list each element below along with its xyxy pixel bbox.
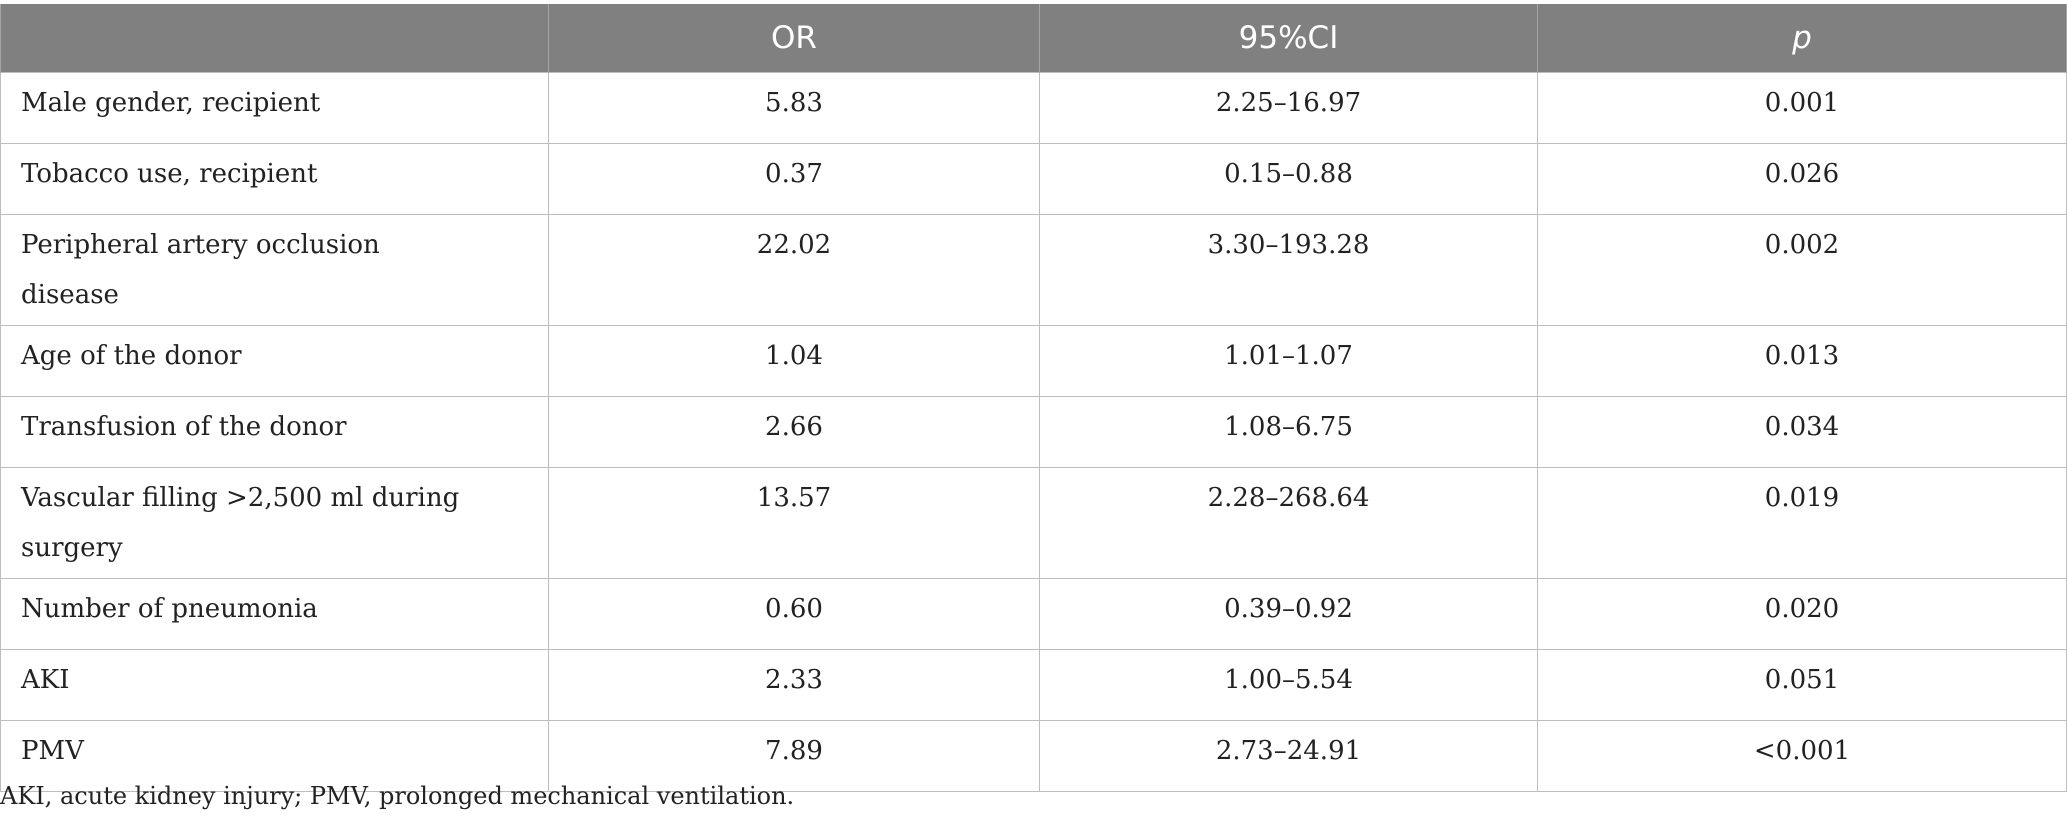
table-body: Male gender, recipient 5.83 2.25–16.97 0… [0, 72, 2067, 792]
cell-ci: 1.01–1.07 [1039, 325, 1538, 397]
table-row: Age of the donor 1.04 1.01–1.07 0.013 [0, 325, 2067, 397]
cell-ci: 2.25–16.97 [1039, 72, 1538, 144]
cell-p: 0.001 [1537, 72, 2067, 144]
table-row: AKI 2.33 1.00–5.54 0.051 [0, 649, 2067, 721]
table-header: OR 95%CI p [0, 4, 2067, 73]
cell-ci: 3.30–193.28 [1039, 214, 1538, 326]
cell-ci: 2.73–24.91 [1039, 720, 1538, 792]
results-table-container: OR 95%CI p Male gender, recipient 5.83 2… [0, 4, 2067, 792]
header-p: p [1537, 4, 2067, 73]
row-label-line: disease [21, 280, 119, 310]
row-label: Tobacco use, recipient [0, 143, 549, 215]
header-ci: 95%CI [1039, 4, 1538, 73]
table-footnote: AKI, acute kidney injury; PMV, prolonged… [0, 782, 795, 810]
row-label: PMV [0, 720, 549, 792]
row-label: Age of the donor [0, 325, 549, 397]
table-row: Tobacco use, recipient 0.37 0.15–0.88 0.… [0, 143, 2067, 215]
cell-or: 13.57 [548, 467, 1040, 579]
cell-p: <0.001 [1537, 720, 2067, 792]
cell-or: 0.60 [548, 578, 1040, 650]
table-row: PMV 7.89 2.73–24.91 <0.001 [0, 720, 2067, 792]
row-label: Vascular filling >2,500 ml during surgery [0, 467, 549, 579]
row-label: Male gender, recipient [0, 72, 549, 144]
cell-p: 0.002 [1537, 214, 2067, 326]
row-label-line: Peripheral artery occlusion [21, 230, 380, 260]
row-label: AKI [0, 649, 549, 721]
cell-or: 1.04 [548, 325, 1040, 397]
table-row: Transfusion of the donor 2.66 1.08–6.75 … [0, 396, 2067, 468]
cell-or: 0.37 [548, 143, 1040, 215]
table-row: Peripheral artery occlusion disease 22.02… [0, 214, 2067, 326]
cell-ci: 2.28–268.64 [1039, 467, 1538, 579]
table-row: Number of pneumonia 0.60 0.39–0.92 0.020 [0, 578, 2067, 650]
row-label-line: Vascular filling >2,500 ml during [21, 483, 460, 513]
cell-p: 0.019 [1537, 467, 2067, 579]
header-variable [0, 4, 549, 73]
row-label-line: surgery [21, 533, 123, 563]
results-table: OR 95%CI p Male gender, recipient 5.83 2… [0, 4, 2067, 792]
cell-or: 5.83 [548, 72, 1040, 144]
cell-p: 0.026 [1537, 143, 2067, 215]
cell-or: 2.66 [548, 396, 1040, 468]
table-row: Vascular filling >2,500 ml during surgery… [0, 467, 2067, 579]
cell-p: 0.034 [1537, 396, 2067, 468]
cell-ci: 0.15–0.88 [1039, 143, 1538, 215]
cell-or: 7.89 [548, 720, 1040, 792]
cell-ci: 1.08–6.75 [1039, 396, 1538, 468]
row-label: Number of pneumonia [0, 578, 549, 650]
table-row: Male gender, recipient 5.83 2.25–16.97 0… [0, 72, 2067, 144]
cell-ci: 0.39–0.92 [1039, 578, 1538, 650]
cell-p: 0.013 [1537, 325, 2067, 397]
row-label: Transfusion of the donor [0, 396, 549, 468]
cell-p: 0.020 [1537, 578, 2067, 650]
header-or: OR [548, 4, 1040, 73]
cell-p: 0.051 [1537, 649, 2067, 721]
header-row: OR 95%CI p [0, 4, 2067, 73]
cell-ci: 1.00–5.54 [1039, 649, 1538, 721]
cell-or: 2.33 [548, 649, 1040, 721]
cell-or: 22.02 [548, 214, 1040, 326]
row-label: Peripheral artery occlusion disease [0, 214, 549, 326]
